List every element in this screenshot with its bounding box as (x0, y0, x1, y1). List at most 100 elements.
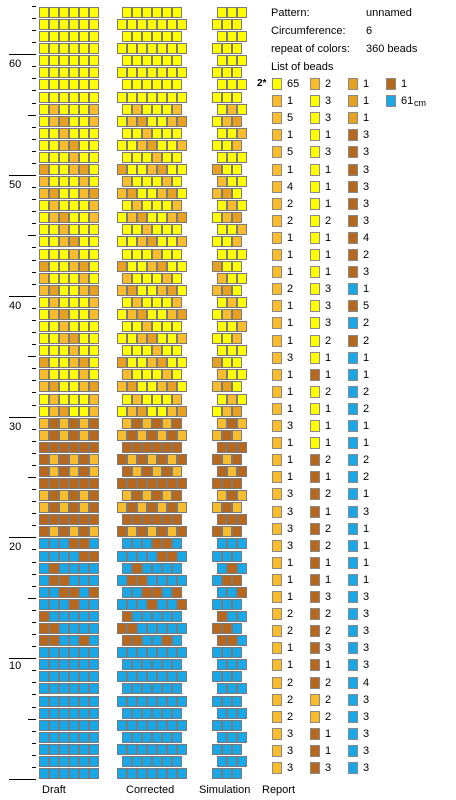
bead-cell[interactable] (162, 200, 172, 212)
bead-cell[interactable] (89, 127, 99, 139)
bead-cell[interactable] (172, 490, 182, 502)
bead-cell[interactable] (89, 574, 99, 586)
bead-cell[interactable] (89, 296, 99, 308)
bead-cell[interactable] (59, 127, 69, 139)
bead-cell[interactable] (69, 284, 79, 296)
bead-cell[interactable] (232, 478, 242, 490)
draft-label[interactable]: Draft (42, 784, 66, 796)
bead-cell[interactable] (39, 768, 49, 779)
bead-cell[interactable] (49, 369, 59, 381)
bead-cell[interactable] (69, 224, 79, 236)
bead-cell[interactable] (167, 164, 177, 175)
bead-cell[interactable] (39, 502, 49, 514)
bead-cell[interactable] (132, 79, 142, 91)
bead-cell[interactable] (237, 345, 247, 357)
bead-cell[interactable] (117, 671, 127, 683)
bead-cell[interactable] (69, 236, 79, 248)
bead-cell[interactable] (147, 260, 157, 272)
bead-cell[interactable] (122, 321, 132, 333)
bead-cell[interactable] (222, 19, 232, 31)
bead-cell[interactable] (79, 224, 89, 236)
bead-cell[interactable] (217, 538, 227, 550)
bead-cell[interactable] (142, 200, 152, 212)
bead-cell[interactable] (147, 188, 157, 200)
bead-cell[interactable] (39, 707, 49, 719)
bead-cell[interactable] (137, 550, 147, 562)
bead-cell[interactable] (89, 562, 99, 574)
bead-cell[interactable] (157, 526, 167, 538)
bead-cell[interactable] (152, 562, 162, 574)
bead-cell[interactable] (152, 538, 162, 550)
bead-cell[interactable] (79, 248, 89, 260)
bead-cell[interactable] (137, 647, 147, 659)
bead-cell[interactable] (177, 284, 187, 296)
bead-cell[interactable] (59, 647, 69, 659)
bead-cell[interactable] (177, 719, 187, 731)
bead-cell[interactable] (222, 574, 232, 586)
bead-cell[interactable] (49, 43, 59, 55)
corrected-label[interactable]: Corrected (126, 784, 175, 796)
bead-cell[interactable] (49, 260, 59, 272)
bead-cell[interactable] (49, 212, 59, 224)
bead-cell[interactable] (217, 224, 227, 236)
bead-cell[interactable] (157, 19, 167, 31)
bead-cell[interactable] (127, 719, 137, 731)
bead-cell[interactable] (59, 272, 69, 284)
bead-cell[interactable] (79, 707, 89, 719)
bead-cell[interactable] (212, 502, 222, 514)
bead-cell[interactable] (79, 417, 89, 429)
bead-cell[interactable] (69, 103, 79, 115)
bead-cell[interactable] (157, 212, 167, 224)
bead-cell[interactable] (232, 357, 242, 369)
bead-cell[interactable] (162, 31, 172, 43)
bead-cell[interactable] (232, 139, 242, 151)
bead-cell[interactable] (162, 538, 172, 550)
bead-cell[interactable] (122, 610, 132, 622)
bead-cell[interactable] (152, 731, 162, 743)
bead-cell[interactable] (89, 514, 99, 526)
bead-cell[interactable] (232, 43, 242, 55)
bead-cell[interactable] (222, 91, 232, 103)
bead-cell[interactable] (89, 768, 99, 779)
bead-cell[interactable] (227, 369, 237, 381)
bead-cell[interactable] (137, 405, 147, 417)
bead-cell[interactable] (69, 55, 79, 67)
bead-cell[interactable] (232, 381, 242, 393)
bead-cell[interactable] (237, 200, 247, 212)
bead-cell[interactable] (127, 647, 137, 659)
bead-cell[interactable] (137, 333, 147, 345)
bead-cell[interactable] (177, 43, 187, 55)
bead-cell[interactable] (39, 562, 49, 574)
bead-cell[interactable] (152, 127, 162, 139)
bead-cell[interactable] (212, 453, 222, 465)
bead-cell[interactable] (49, 308, 59, 320)
bead-cell[interactable] (79, 768, 89, 779)
bead-cell[interactable] (222, 164, 232, 175)
bead-cell[interactable] (122, 31, 132, 43)
bead-cell[interactable] (49, 103, 59, 115)
bead-cell[interactable] (69, 514, 79, 526)
bead-cell[interactable] (39, 405, 49, 417)
bead-cell[interactable] (217, 755, 227, 767)
bead-cell[interactable] (227, 514, 237, 526)
bead-cell[interactable] (132, 296, 142, 308)
bead-cell[interactable] (132, 441, 142, 453)
bead-cell[interactable] (237, 393, 247, 405)
bead-cell[interactable] (49, 91, 59, 103)
bead-cell[interactable] (39, 635, 49, 647)
bead-cell[interactable] (237, 31, 247, 43)
bead-cell[interactable] (79, 200, 89, 212)
bead-cell[interactable] (152, 176, 162, 188)
bead-cell[interactable] (79, 296, 89, 308)
bead-cell[interactable] (59, 598, 69, 610)
bead-cell[interactable] (117, 453, 127, 465)
bead-cell[interactable] (162, 586, 172, 598)
bead-cell[interactable] (222, 768, 232, 779)
bead-cell[interactable] (227, 393, 237, 405)
bead-cell[interactable] (147, 115, 157, 127)
bead-cell[interactable] (227, 127, 237, 139)
bead-cell[interactable] (152, 490, 162, 502)
bead-cell[interactable] (117, 598, 127, 610)
bead-cell[interactable] (157, 43, 167, 55)
bead-cell[interactable] (69, 683, 79, 695)
